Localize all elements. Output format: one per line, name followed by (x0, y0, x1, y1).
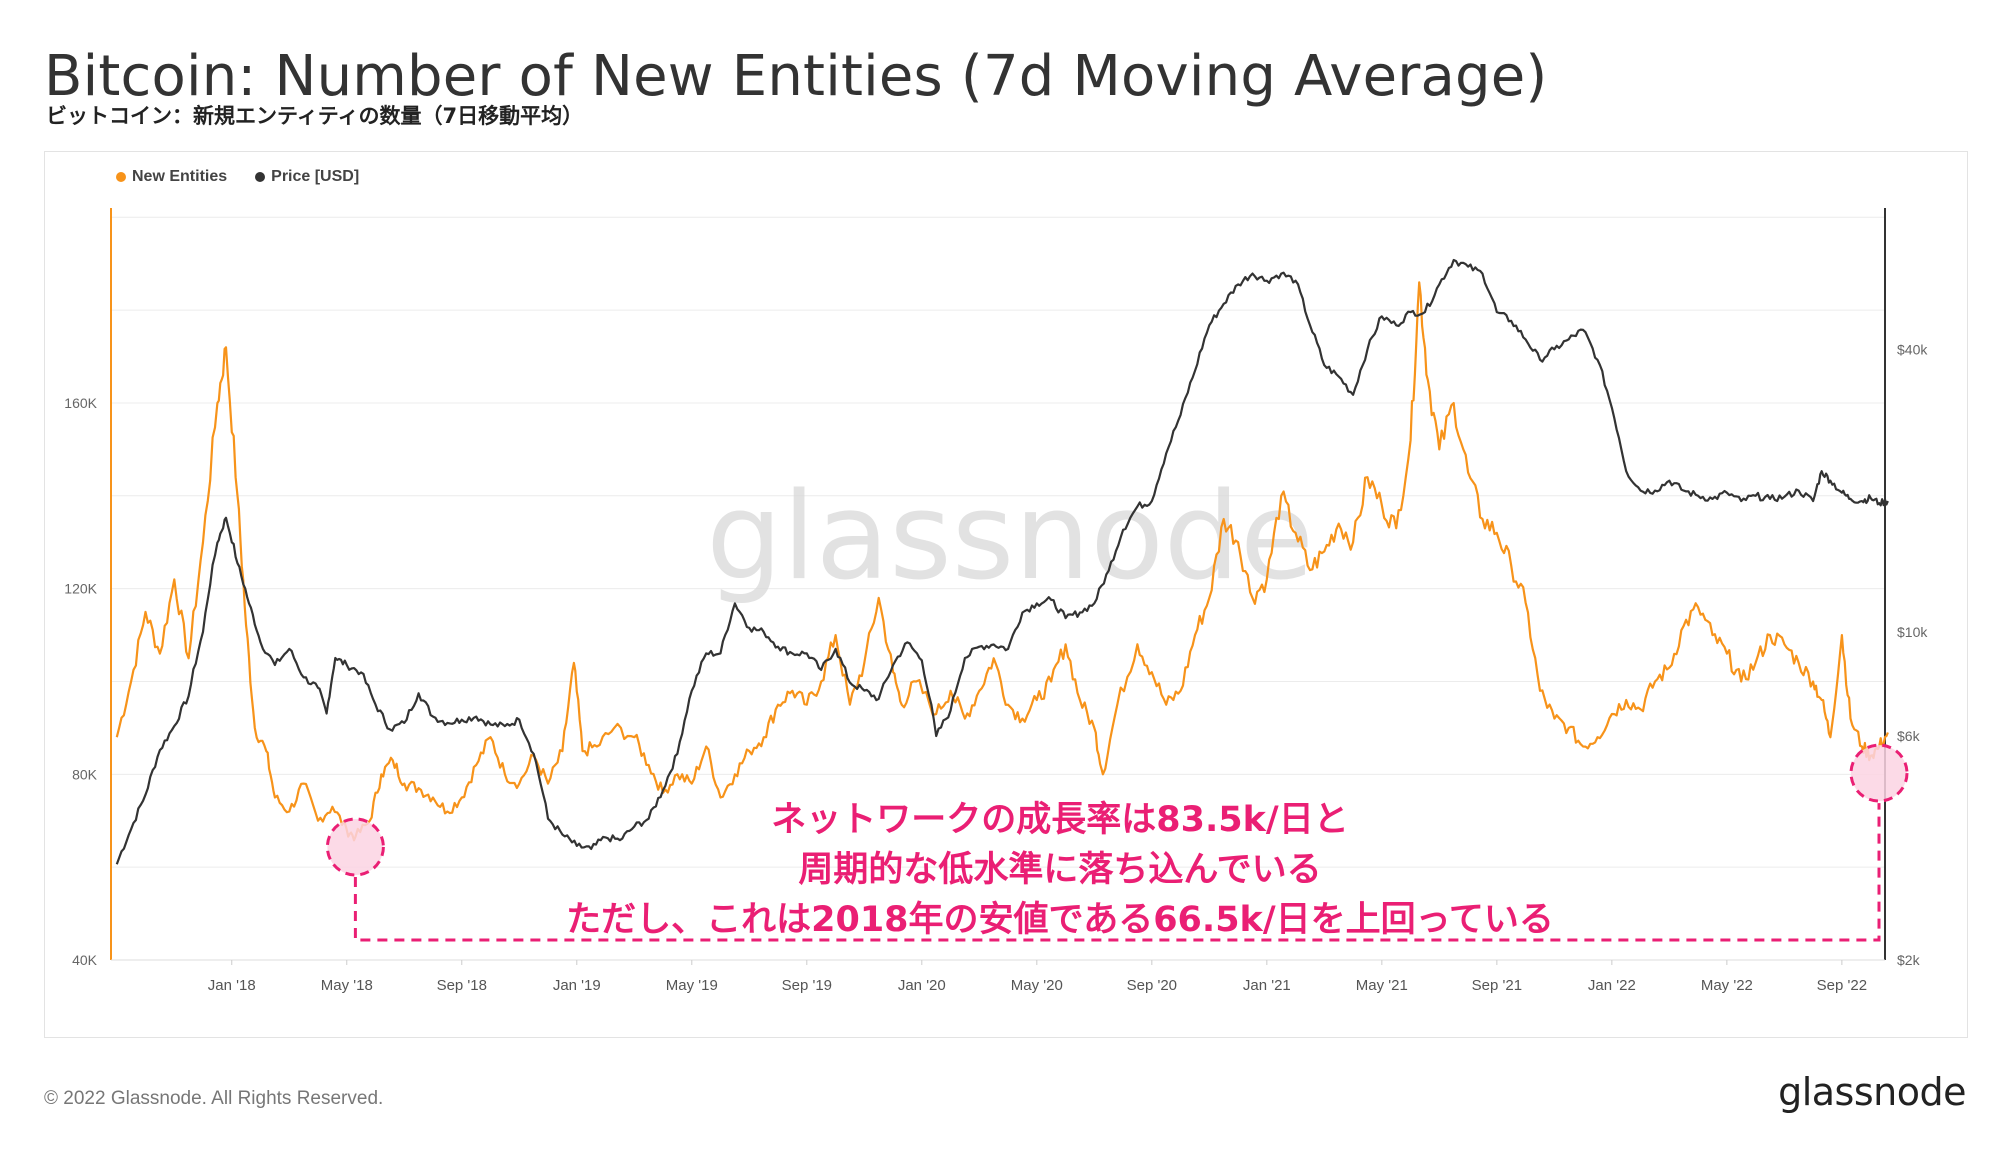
annotation-line-1: ネットワークの成長率は83.5k/日と (771, 800, 1349, 840)
x-tick-label: Sep '21 (1472, 977, 1522, 994)
x-tick-label: May '19 (666, 977, 718, 994)
copyright: © 2022 Glassnode. All Rights Reserved. (44, 1088, 384, 1109)
y-right-tick-label: $40k (1897, 341, 1928, 357)
annotation-line-2: 周期的な低水準に落ち込んでいる (798, 850, 1322, 890)
x-tick-label: Jan '18 (208, 977, 256, 994)
chart-panel (44, 151, 1968, 1038)
x-tick-label: Sep '19 (782, 977, 832, 994)
y-left-tick-label: 80K (72, 766, 98, 782)
series-line-price (115, 258, 1889, 865)
annotation-line-3: ただし、これは2018年の安値である66.5k/日を上回っている (566, 900, 1554, 940)
x-tick-label: Sep '18 (437, 977, 487, 994)
y-right-tick-label: $2k (1897, 952, 1921, 968)
annotation-bracket (353, 803, 1881, 942)
x-tick-label: Jan '21 (1243, 977, 1291, 994)
x-tick-label: May '21 (1356, 977, 1408, 994)
highlights-layer (325, 743, 1909, 942)
highlight-circle-2022 (1849, 743, 1909, 803)
page-subtitle: ビットコイン：新規エンティティの数量（7日移動平均） (46, 104, 584, 128)
page-title: Bitcoin: Number of New Entities (7d Movi… (44, 44, 1548, 109)
y-left-tick-label: 160K (64, 395, 97, 411)
x-tick-label: Jan '19 (553, 977, 601, 994)
highlight-circle-2018-low (325, 817, 385, 877)
x-tick-label: May '18 (321, 977, 373, 994)
legend-dot-new-entities (116, 172, 126, 182)
x-tick-label: May '22 (1701, 977, 1753, 994)
series-layer (115, 258, 1889, 865)
y-left-tick-label: 40K (72, 952, 98, 968)
x-tick-label: May '20 (1011, 977, 1063, 994)
legend-label-new-entities: New Entities (132, 168, 228, 185)
x-tick-label: Sep '20 (1127, 977, 1177, 994)
legend-label-price: Price [USD] (271, 168, 360, 185)
chart-axes: 40K 80K 120K 160K $2k $6k $10k $40k Jan '18 May '… (64, 208, 1928, 994)
series-line-new-entities (115, 281, 1889, 842)
legend-item-new-entities[interactable]: New Entities (116, 168, 227, 186)
x-tick-label: Jan '20 (898, 977, 946, 994)
annotation-text: ネットワークの成長率は83.5k/日と 周期的な低水準に落ち込んでいる ただし、… (560, 795, 1560, 945)
chart-legend: New Entities Price [USD] (116, 168, 359, 186)
y-left-tick-label: 120K (64, 581, 97, 597)
y-right-tick-label: $10k (1897, 624, 1928, 640)
legend-dot-price (255, 172, 266, 182)
x-tick-label: Sep '22 (1817, 977, 1867, 994)
y-right-tick-label: $6k (1897, 728, 1921, 744)
x-tick-label: Jan '22 (1588, 977, 1636, 994)
watermark: glassnode (706, 468, 1314, 607)
glassnode-logo: glassnode (1778, 1070, 1966, 1114)
legend-item-price[interactable]: Price [USD] (255, 168, 359, 186)
